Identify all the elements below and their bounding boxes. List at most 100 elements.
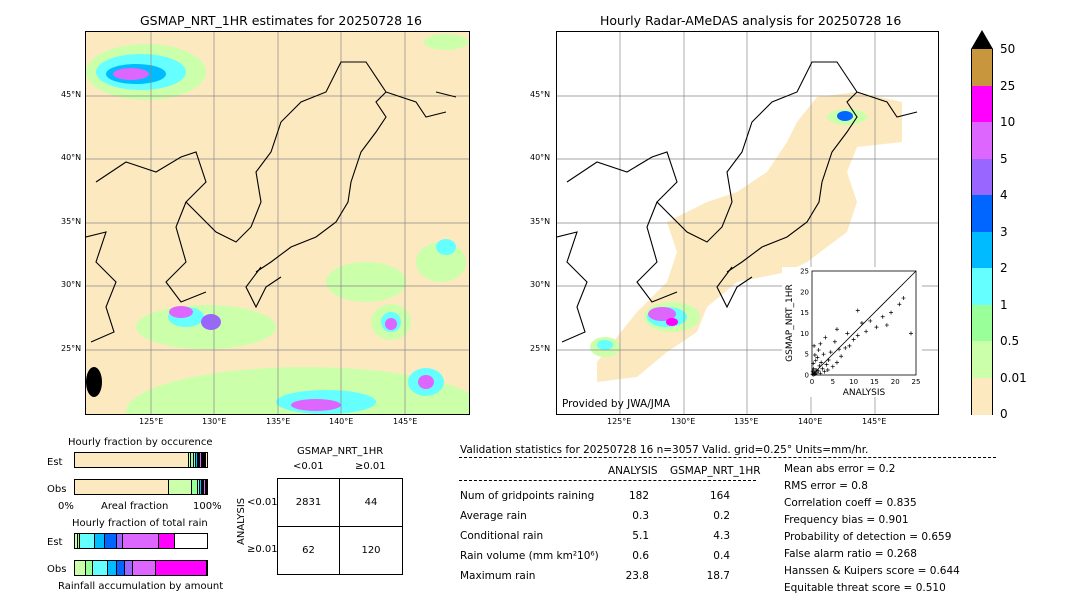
scatter-point	[818, 371, 823, 376]
scatter-point	[811, 366, 816, 371]
fraction-segment	[188, 453, 192, 467]
validation-header: Validation statistics for 20250728 16 n=…	[460, 444, 869, 456]
fraction-segment	[125, 561, 134, 575]
right-lat-label: 35°N	[530, 217, 551, 226]
fraction-segment	[159, 534, 176, 548]
scatter-x-tick: 20	[891, 378, 900, 386]
fraction-segment	[75, 534, 78, 548]
scatter-point	[828, 350, 833, 355]
scatter-ylabel: GSMAP_NRT_1HR	[785, 284, 795, 362]
stat-analysis: 5.1	[632, 530, 649, 542]
scatter-point	[837, 347, 842, 352]
scatter-point	[832, 339, 837, 344]
fraction-segment	[197, 453, 200, 467]
fraction-segment	[197, 480, 201, 494]
right-lon-label: 145°E	[862, 417, 887, 426]
stat-label: Rain volume (mm km²10⁶)	[460, 550, 599, 562]
stat-gsmap: 0.2	[713, 510, 730, 522]
scatter-y-tick: 10	[800, 330, 809, 338]
score-line: Correlation coeff = 0.835	[784, 497, 917, 509]
col-analysis: ANALYSIS	[608, 465, 658, 477]
stat-gsmap: 164	[709, 490, 730, 502]
colorbar-label: 10	[1000, 115, 1016, 129]
colorbar	[971, 30, 993, 415]
data-credit: Provided by JWA/JMA	[562, 398, 671, 410]
fraction-segment	[203, 480, 205, 494]
stat-label: Average rain	[460, 510, 527, 522]
scatter-point	[847, 343, 852, 348]
contingency-row-lt: <0.01	[247, 497, 278, 508]
contingency-col-lt: <0.01	[293, 461, 324, 472]
stat-label: Maximum rain	[460, 570, 536, 582]
colorbar-label: 5	[1000, 151, 1008, 166]
scatter-xlabel: ANALYSIS	[843, 388, 886, 397]
right-analysis-domain	[590, 92, 902, 382]
total-rain-est-bar	[74, 533, 208, 549]
fraction-segment	[85, 561, 94, 575]
right-lon-label: 125°E	[607, 417, 632, 426]
fraction-segment	[75, 453, 189, 467]
scatter-point	[859, 321, 864, 325]
scatter-y-tick: 0	[805, 372, 809, 380]
scatter-x-tick: 15	[870, 378, 879, 386]
contingency-side-label: ANALYSIS	[236, 497, 247, 545]
left-lon-label: 140°E	[329, 417, 354, 426]
scatter-y-tick: 15	[800, 309, 809, 317]
left-lon-label: 135°E	[266, 417, 291, 426]
fraction-segment	[117, 534, 123, 548]
col-gsmap: GSMAP_NRT_1HR	[670, 465, 761, 477]
contingency-cell: 44	[364, 497, 378, 508]
score-line: Frequency bias = 0.901	[784, 514, 909, 526]
left-lon-label: 145°E	[393, 417, 418, 426]
right-map-title: Hourly Radar-AMeDAS analysis for 2025072…	[600, 13, 902, 28]
fraction-segment	[168, 480, 193, 494]
occurrence-xlabel: Areal fraction	[101, 501, 169, 512]
occurrence-obs-label: Obs	[47, 484, 67, 495]
colorbar-segment	[971, 341, 993, 378]
left-lon-label: 125°E	[139, 417, 164, 426]
colorbar-label: 0	[1000, 407, 1008, 421]
score-line: Equitable threat score = 0.510	[784, 582, 946, 594]
fraction-segment	[75, 561, 86, 575]
colorbar-label: 50	[1000, 42, 1016, 56]
total-rain-est-label: Est	[47, 537, 63, 548]
left-lon-label: 130°E	[202, 417, 227, 426]
total-rain-obs-label: Obs	[47, 564, 67, 575]
scatter-point	[834, 327, 839, 332]
left-map	[85, 31, 470, 415]
right-lat-label: 30°N	[530, 280, 551, 289]
scatter-point	[823, 335, 828, 340]
right-lon-label: 140°E	[798, 417, 823, 426]
fraction-segment	[117, 561, 126, 575]
scatter-point	[816, 368, 821, 373]
scatter-point	[812, 353, 817, 358]
colorbar-label: 1	[1000, 297, 1008, 312]
scatter-point	[819, 360, 824, 365]
stat-analysis: 23.8	[625, 570, 649, 582]
fraction-segment	[94, 534, 106, 548]
fraction-segment	[191, 453, 194, 467]
occurrence-tick-0: 0%	[58, 501, 74, 512]
colorbar-segment	[971, 122, 993, 159]
colorbar-label: 0.5	[1000, 334, 1020, 348]
scatter-point	[812, 343, 817, 348]
scatter-point	[816, 348, 821, 353]
scatter-point	[813, 358, 818, 363]
scatter-point	[834, 360, 839, 365]
fraction-segment	[200, 453, 202, 467]
fraction-segment	[201, 480, 204, 494]
occurrence-obs-bar	[74, 479, 208, 495]
stat-label: Conditional rain	[460, 530, 544, 542]
scatter-point	[830, 364, 835, 369]
colorbar-label: 4	[1000, 188, 1008, 202]
right-lat-label: 25°N	[530, 344, 551, 353]
scatter-point	[820, 366, 825, 371]
fraction-segment	[192, 480, 198, 494]
scatter-x-tick: 25	[912, 378, 921, 386]
fraction-segment	[105, 534, 118, 548]
scatter-point	[851, 337, 856, 342]
score-line: Hanssen & Kuipers score = 0.644	[784, 565, 960, 577]
scatter-point	[864, 329, 869, 334]
scatter-diagonal	[811, 270, 917, 376]
right-lat-label: 40°N	[530, 153, 551, 162]
